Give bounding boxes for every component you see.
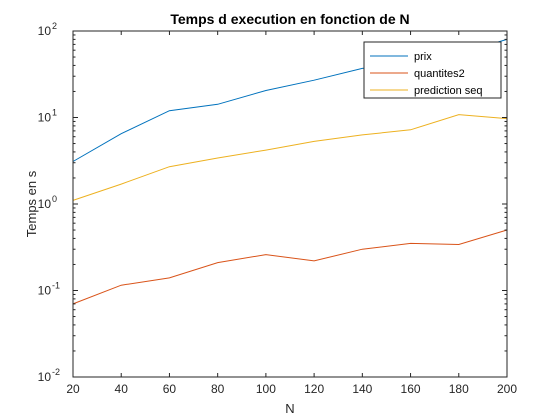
y-tick-label: 10 — [38, 24, 52, 38]
legend: prix quantites2 prediction seq — [363, 41, 502, 99]
y-tick-exponent: -2 — [52, 367, 60, 377]
y-axis-label: Temps en s — [24, 170, 39, 237]
x-tick-label: 80 — [211, 382, 225, 396]
legend-label-2: quantites2 — [414, 68, 465, 80]
y-tick-exponent: -1 — [52, 281, 60, 291]
series-line-2 — [72, 229, 508, 305]
x-tick-label: 160 — [401, 382, 421, 396]
x-ticks: 20 40 60 80 100 120 140 160 180 200 — [66, 31, 517, 396]
legend-box — [363, 41, 502, 99]
x-tick-label: 120 — [304, 382, 324, 396]
x-tick-label: 40 — [115, 382, 129, 396]
y-tick-label: 10 — [38, 197, 52, 211]
x-tick-label: 60 — [163, 382, 177, 396]
x-tick-label: 200 — [497, 382, 517, 396]
x-tick-label: 20 — [66, 382, 80, 396]
legend-items: prix quantites2 prediction seq — [370, 51, 483, 97]
y-tick-exponent: 2 — [52, 21, 57, 31]
series-line-3 — [72, 114, 508, 201]
y-tick-exponent: 1 — [52, 108, 57, 118]
y-tick-label: 10 — [38, 284, 52, 298]
y-tick-label: 10 — [38, 370, 52, 384]
x-tick-label: 140 — [352, 382, 372, 396]
chart-title: Temps d execution en fonction de N — [170, 11, 409, 27]
x-axis-label: N — [285, 401, 294, 416]
x-tick-label: 180 — [449, 382, 469, 396]
y-tick-label: 10 — [38, 111, 52, 125]
legend-label-1: prix — [414, 51, 432, 63]
x-tick-label: 100 — [256, 382, 276, 396]
legend-label-3: prediction seq — [414, 85, 483, 97]
y-tick-exponent: 0 — [52, 194, 57, 204]
